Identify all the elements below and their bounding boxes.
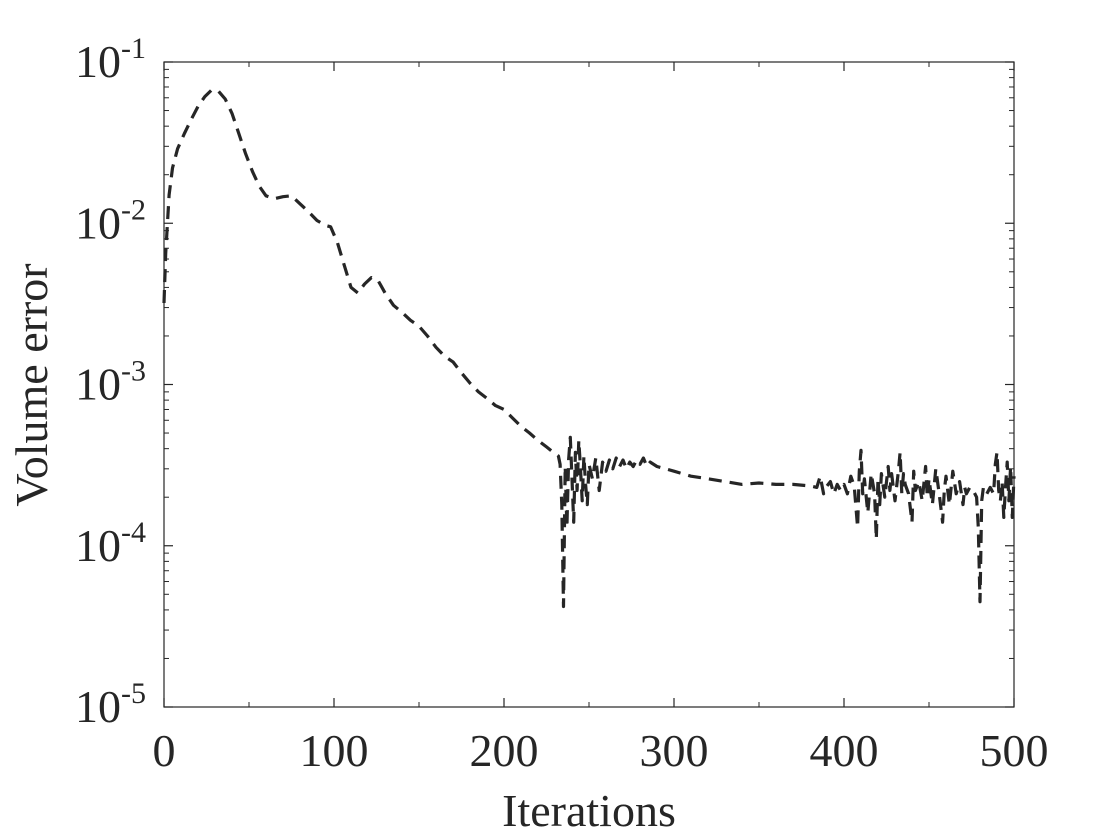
- series-layer: [162, 88, 1016, 609]
- x-axis-ticks: 0 100 200 300 400 500: [153, 62, 1049, 776]
- y-tick-label: 10-1: [75, 32, 146, 87]
- x-tick-label: 300: [640, 725, 709, 776]
- y-axis-ticks: 10-1 10-2 10-3 10-4 10-5: [75, 32, 1014, 732]
- x-tick-label: 0: [153, 725, 176, 776]
- y-tick-label: 10-3: [75, 355, 146, 410]
- series-line: [162, 88, 1016, 609]
- x-axis-title: Iterations: [502, 785, 676, 836]
- x-tick-label: 500: [980, 725, 1049, 776]
- x-tick-label: 200: [470, 725, 539, 776]
- y-tick-label: 10-4: [75, 516, 146, 571]
- y-axis-title: Volume error: [6, 263, 57, 506]
- x-tick-label: 100: [300, 725, 369, 776]
- y-tick-label: 10-2: [75, 193, 146, 248]
- y-tick-label: 10-5: [75, 677, 146, 732]
- x-tick-label: 400: [810, 725, 879, 776]
